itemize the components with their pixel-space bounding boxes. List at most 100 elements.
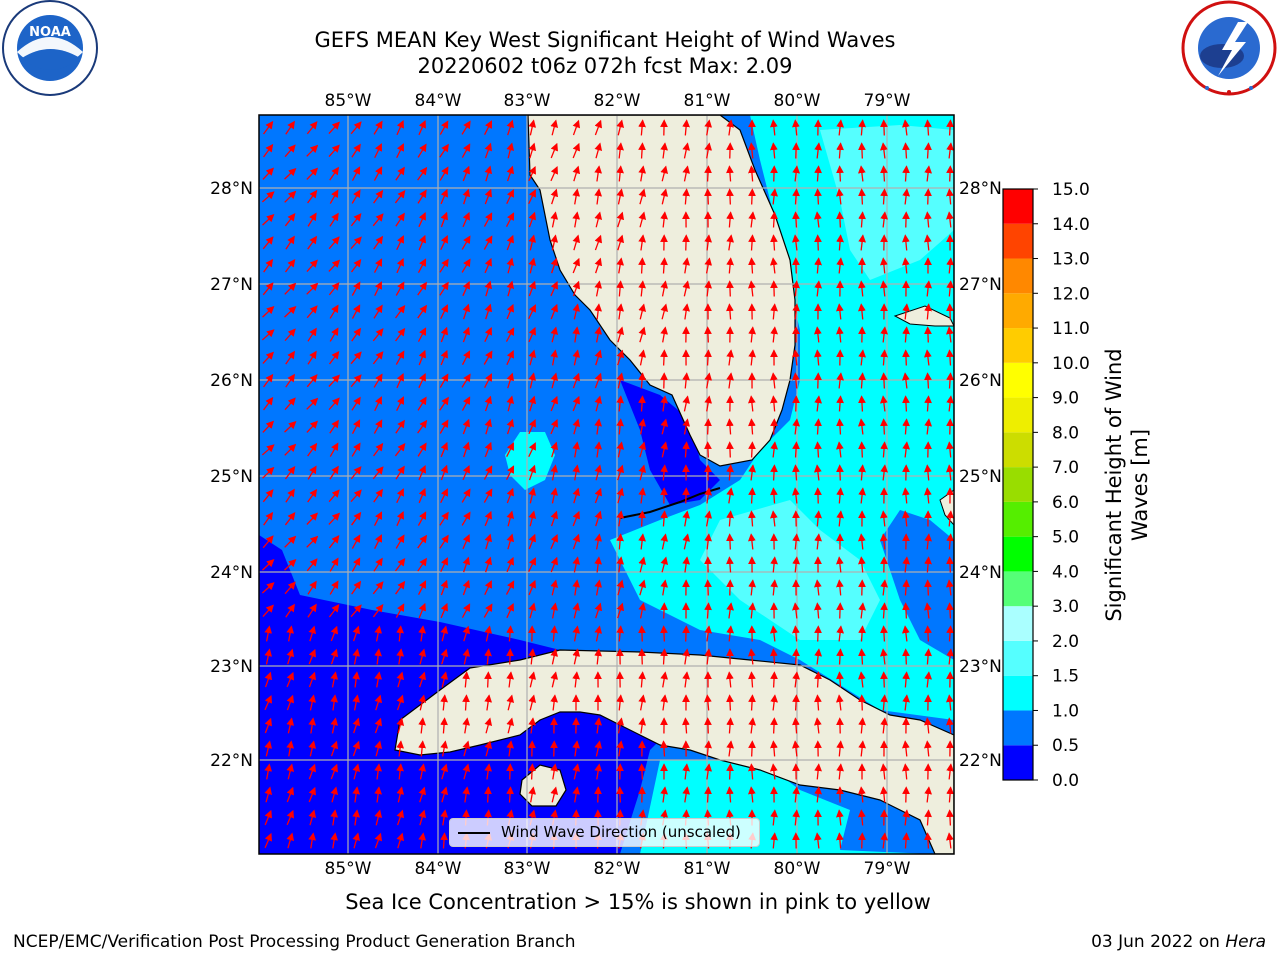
wind-wave-arrow <box>704 625 713 642</box>
wind-wave-arrow <box>946 395 954 412</box>
wind-wave-arrow <box>286 648 295 665</box>
wind-wave-arrow <box>396 143 404 159</box>
wind-wave-arrow <box>946 349 954 366</box>
wind-wave-arrow <box>506 533 515 550</box>
wind-wave-arrow <box>550 579 559 596</box>
wind-wave-arrow <box>417 580 427 595</box>
wind-wave-arrow <box>880 510 888 527</box>
wind-wave-arrow <box>550 464 559 481</box>
wind-wave-arrow <box>506 303 514 320</box>
wind-wave-arrow <box>528 510 537 527</box>
wind-wave-arrow <box>484 327 492 343</box>
wind-wave-arrow <box>418 832 427 849</box>
wind-wave-arrow <box>858 395 866 412</box>
wind-wave-arrow <box>594 234 603 251</box>
wind-wave-arrow <box>704 142 713 159</box>
wind-wave-arrow <box>858 625 866 642</box>
wind-wave-arrow <box>418 786 427 803</box>
wind-wave-arrow <box>572 464 581 481</box>
wind-wave-arrow <box>616 786 624 803</box>
wind-wave-arrow <box>572 119 581 136</box>
wind-wave-arrow <box>792 625 800 642</box>
wind-wave-arrow <box>726 487 735 504</box>
wind-wave-arrow <box>440 671 449 688</box>
wind-wave-arrow <box>660 326 669 343</box>
wind-wave-arrow <box>924 602 932 619</box>
wind-wave-arrow <box>594 211 603 228</box>
wind-wave-arrow <box>836 119 844 136</box>
wind-wave-arrow <box>638 441 647 458</box>
wind-wave-arrow <box>836 303 844 320</box>
wind-wave-arrow <box>373 235 384 250</box>
wind-wave-arrow <box>704 763 713 780</box>
wind-wave-arrow <box>286 809 294 826</box>
wind-wave-arrow <box>284 144 296 158</box>
wind-wave-arrow <box>726 625 734 642</box>
wind-wave-arrow <box>373 258 383 273</box>
wind-wave-arrow <box>528 234 537 251</box>
wind-wave-arrow <box>572 740 581 757</box>
wind-wave-arrow <box>550 165 558 182</box>
wind-wave-arrow <box>814 188 822 205</box>
colorbar-swatch <box>1003 223 1033 259</box>
wind-wave-arrow <box>638 395 646 412</box>
wind-wave-arrow <box>528 326 536 343</box>
wind-wave-arrow <box>484 303 493 320</box>
wind-wave-arrow <box>350 374 362 388</box>
wind-wave-arrow <box>792 533 800 550</box>
wind-wave-arrow <box>372 351 384 365</box>
wind-wave-arrow <box>440 211 449 228</box>
wind-wave-arrow <box>814 786 822 803</box>
wind-wave-arrow <box>284 328 296 342</box>
wind-wave-arrow <box>792 257 800 274</box>
wind-wave-arrow <box>858 602 866 619</box>
wind-wave-arrow <box>858 556 866 573</box>
wind-wave-arrow <box>594 602 603 619</box>
wind-wave-arrow <box>461 143 471 158</box>
wind-wave-arrow <box>792 303 800 320</box>
wind-wave-arrow <box>616 165 624 182</box>
wind-wave-arrow <box>792 234 800 251</box>
wind-wave-arrow <box>726 418 734 435</box>
wind-wave-arrow <box>924 671 932 688</box>
colorbar-tick-label: 5.0 <box>1052 528 1079 548</box>
wind-wave-arrow <box>704 487 712 504</box>
wind-wave-arrow <box>284 420 297 433</box>
wind-wave-arrow <box>770 694 778 711</box>
wind-wave-arrow <box>924 648 932 665</box>
wind-wave-arrow <box>284 558 297 571</box>
wind-wave-arrow <box>594 418 603 435</box>
wind-wave-arrow <box>308 763 317 780</box>
wind-wave-arrow <box>351 281 361 296</box>
colorbar-swatch <box>1003 189 1033 224</box>
noaa-logo-text: NOAA <box>29 25 71 40</box>
wind-wave-arrow <box>792 119 800 136</box>
wind-wave-arrow <box>726 671 734 688</box>
wind-wave-arrow <box>308 625 317 642</box>
wind-wave-arrow <box>924 464 932 481</box>
wind-wave-arrow <box>572 303 581 320</box>
wind-wave-arrow <box>682 510 691 527</box>
wind-wave-arrow <box>329 557 339 572</box>
wind-wave-arrow <box>351 396 361 411</box>
map-area <box>259 115 954 854</box>
wind-wave-arrow <box>814 326 822 343</box>
wind-wave-arrow <box>726 556 734 573</box>
wind-wave-arrow <box>814 142 822 159</box>
wind-wave-arrow <box>284 465 296 480</box>
wind-wave-arrow <box>902 441 910 458</box>
wind-wave-arrow <box>307 350 317 365</box>
wind-wave-arrow <box>550 556 558 573</box>
wind-wave-arrow <box>418 763 427 780</box>
lat-tick-label-right: 25°N <box>959 467 1002 487</box>
wind-wave-arrow <box>394 190 406 204</box>
wind-wave-arrow <box>792 809 800 826</box>
wind-wave-arrow <box>550 234 559 251</box>
wind-wave-arrow <box>638 418 647 435</box>
wind-wave-arrow <box>946 533 954 550</box>
wind-wave-arrow <box>351 143 361 158</box>
wind-wave-arrow <box>396 717 405 734</box>
wind-wave-arrow <box>462 763 471 780</box>
wind-wave-arrow <box>373 557 383 572</box>
wind-wave-arrow <box>306 397 319 410</box>
